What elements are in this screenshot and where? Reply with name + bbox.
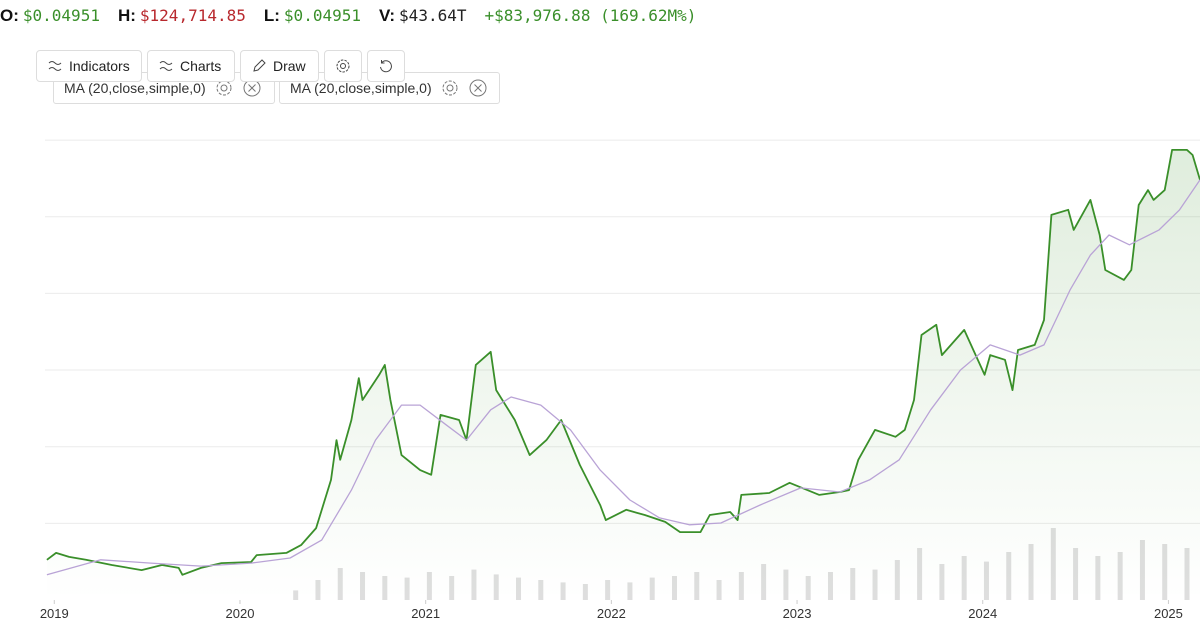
value: $0.04951 bbox=[283, 6, 361, 25]
value: $124,714.85 bbox=[139, 6, 246, 25]
draw-button[interactable]: Draw bbox=[240, 50, 319, 82]
x-tick-label: 2024 bbox=[968, 606, 997, 621]
settings-icon[interactable] bbox=[440, 78, 460, 98]
icon bbox=[48, 61, 62, 71]
button-label: Charts bbox=[180, 58, 222, 74]
icon bbox=[253, 59, 266, 72]
high: H: $124,714.85 bbox=[118, 6, 246, 26]
reset-button[interactable] bbox=[367, 50, 405, 82]
button-label: Draw bbox=[273, 58, 306, 74]
label: L: bbox=[263, 6, 280, 25]
indicators-button[interactable]: Indicators bbox=[36, 50, 142, 82]
change: +$83,976.88 (169.62M%) bbox=[484, 6, 697, 25]
ma-line bbox=[46, 179, 1200, 576]
label: H: bbox=[117, 6, 136, 25]
x-tick-label: 2023 bbox=[783, 606, 812, 621]
x-tick-label: 2020 bbox=[226, 606, 255, 621]
settings-button[interactable] bbox=[324, 50, 362, 82]
value: $0.04951 bbox=[22, 6, 100, 25]
icon bbox=[159, 61, 173, 71]
ohlc-header: O: $0.04951 H: $124,714.85 L: $0.04951 V: $4… bbox=[0, 6, 696, 26]
x-tick-label: 2019 bbox=[40, 606, 69, 621]
label: V: bbox=[378, 6, 396, 25]
low: L: $0.04951 bbox=[264, 6, 361, 26]
x-tick-label: 2022 bbox=[597, 606, 626, 621]
price-line bbox=[46, 149, 1200, 576]
x-tick-label: 2025 bbox=[1154, 606, 1183, 621]
button-label: Indicators bbox=[69, 58, 130, 74]
value: $43.64T bbox=[399, 6, 467, 25]
indicator-label: MA (20,close,simple,0) bbox=[64, 80, 206, 96]
price-area bbox=[46, 149, 1200, 600]
close-icon[interactable] bbox=[468, 78, 488, 98]
label: O: bbox=[0, 6, 19, 25]
icon bbox=[336, 59, 350, 73]
charts-button[interactable]: Charts bbox=[147, 50, 235, 82]
indicator-label: MA (20,close,simple,0) bbox=[290, 80, 432, 96]
x-tick-label: 2021 bbox=[411, 606, 440, 621]
icon bbox=[380, 60, 392, 73]
open: O: $0.04951 bbox=[0, 6, 100, 26]
volume: V: $43.64T bbox=[379, 6, 467, 26]
